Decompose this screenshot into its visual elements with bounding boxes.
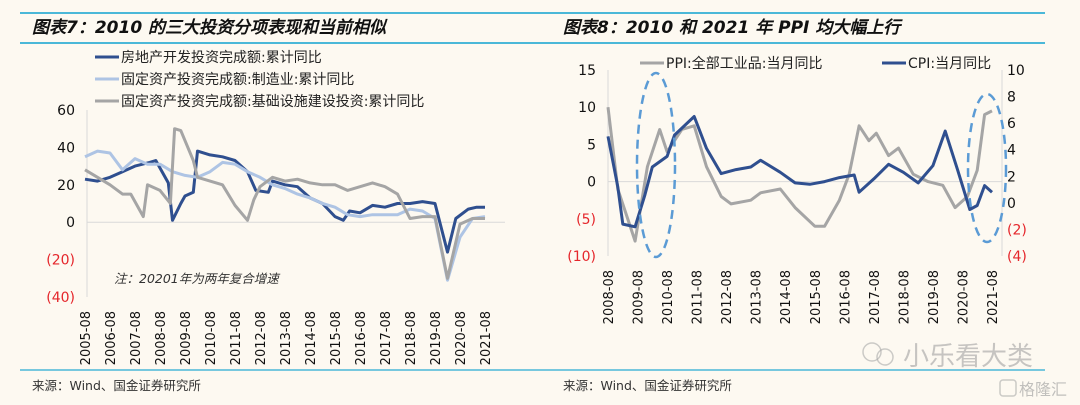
x-tick-label: 2013-08 xyxy=(279,311,294,365)
y2-tick-label: 10 xyxy=(1007,63,1025,79)
right-chart: 15 10 5 0 (5) (10) 10 8 6 4 2 0 (2) (4) 2008-08 2009-08… xyxy=(567,55,1027,324)
x-tick-label: 2016-08 xyxy=(838,270,853,324)
x-tick-label: 2015-08 xyxy=(809,270,824,324)
wechat-icon xyxy=(862,342,882,362)
x-tick-label: 2010-08 xyxy=(204,311,219,365)
x-tick-label: 2007-08 xyxy=(129,311,144,365)
x-tick-label: 2018-08 xyxy=(404,311,419,365)
y-tick-label: 15 xyxy=(578,63,596,79)
x-tick-label: 2011-08 xyxy=(691,270,706,324)
x-tick-label: 2018-08 xyxy=(897,270,912,324)
series-line-3 xyxy=(84,127,485,280)
x-tick-label: 2020-08 xyxy=(956,270,971,324)
x-tick-label: 2021-08 xyxy=(479,311,494,365)
right-chart-title: 图表8：2010 和 2021 年 PPI 均大幅上行 xyxy=(563,18,903,38)
y-tick-label: (5) xyxy=(576,212,596,228)
y2-tick-label: (2) xyxy=(1007,222,1027,238)
y-tick-label: (20) xyxy=(46,253,75,269)
x-tick-label: 2009-08 xyxy=(179,311,194,365)
legend-label: 固定资产投资完成额:基础设施建设投资:累计同比 xyxy=(121,93,424,110)
y-tick-label: 20 xyxy=(57,178,75,194)
x-tick-label: 2017-08 xyxy=(868,270,883,324)
y-tick-label: 0 xyxy=(587,175,596,191)
left-chart: 60 40 20 0 (20) (40) 2005-08 2006-08 2007-08 2008… xyxy=(46,50,505,365)
x-tick-label: 2013-08 xyxy=(750,270,765,324)
legend-label: CPI:当月同比 xyxy=(908,56,991,72)
x-tick-label: 2011-08 xyxy=(229,311,244,365)
y-tick-label: 40 xyxy=(57,140,75,156)
x-tick-label: 2006-08 xyxy=(104,311,119,365)
x-tick-label: 2015-08 xyxy=(329,311,344,365)
x-tick-label: 2021-08 xyxy=(986,270,1001,324)
x-tick-label: 2008-08 xyxy=(154,311,169,365)
series-line-2 xyxy=(84,149,486,282)
y2-tick-label: 0 xyxy=(1007,196,1016,212)
y-tick-label: 10 xyxy=(578,100,596,116)
y-tick-label: (40) xyxy=(46,290,75,306)
legend-label: 房地产开发投资完成额:累计同比 xyxy=(121,50,322,66)
y2-tick-label: 8 xyxy=(1007,90,1016,106)
watermark-text: 小乐看大类 xyxy=(903,342,1033,372)
y-tick-label: (10) xyxy=(567,249,596,265)
y2-tick-label: 4 xyxy=(1007,143,1016,159)
watermark: 小乐看大类 格隆汇 xyxy=(862,342,1067,399)
x-tick-label: 2005-08 xyxy=(79,311,94,365)
series-line-1 xyxy=(606,107,993,243)
x-tick-label: 2012-08 xyxy=(720,270,735,324)
y-tick-label: 60 xyxy=(57,103,75,119)
x-tick-label: 2020-08 xyxy=(454,311,469,365)
right-source: 来源：Wind、国金证券研究所 xyxy=(563,378,732,393)
y2-tick-label: 2 xyxy=(1007,169,1016,185)
y2-tick-label: (4) xyxy=(1007,249,1027,265)
x-tick-label: 2017-08 xyxy=(379,311,394,365)
x-tick-label: 2019-08 xyxy=(927,270,942,324)
gelonghui-logo-icon xyxy=(999,379,1017,397)
watermark-logo-text: 格隆汇 xyxy=(1019,380,1067,399)
highlight-ellipse-2009-2010 xyxy=(635,71,677,259)
x-tick-label: 2014-08 xyxy=(779,270,794,324)
y-tick-label: 0 xyxy=(66,215,75,231)
series-line-1 xyxy=(84,149,485,254)
wechat-icon-bubble xyxy=(876,348,894,366)
left-chart-note: 注：20201年为两年复合增速 xyxy=(114,271,281,286)
x-tick-label: 2016-08 xyxy=(354,311,369,365)
x-tick-label: 2009-08 xyxy=(632,270,647,324)
x-tick-label: 2019-08 xyxy=(429,311,444,365)
x-tick-label: 2010-08 xyxy=(661,270,676,324)
dashed-highlight-ellipses xyxy=(635,71,1008,259)
highlight-ellipse-2021 xyxy=(966,92,1008,244)
x-tick-label: 2014-08 xyxy=(304,311,319,365)
legend-label: PPI:全部工业品:当月同比 xyxy=(666,55,822,72)
left-source: 来源：Wind、国金证券研究所 xyxy=(32,378,201,393)
left-chart-title: 图表7：2010 的三大投资分项表现和当前相似 xyxy=(32,18,388,38)
x-tick-label: 2012-08 xyxy=(254,311,269,365)
y2-tick-label: 6 xyxy=(1007,116,1016,132)
legend-label: 固定资产投资完成额:制造业:累计同比 xyxy=(121,72,354,88)
series-line-2 xyxy=(606,115,993,229)
x-tick-label: 2008-08 xyxy=(602,270,617,324)
y-tick-label: 5 xyxy=(587,137,596,153)
